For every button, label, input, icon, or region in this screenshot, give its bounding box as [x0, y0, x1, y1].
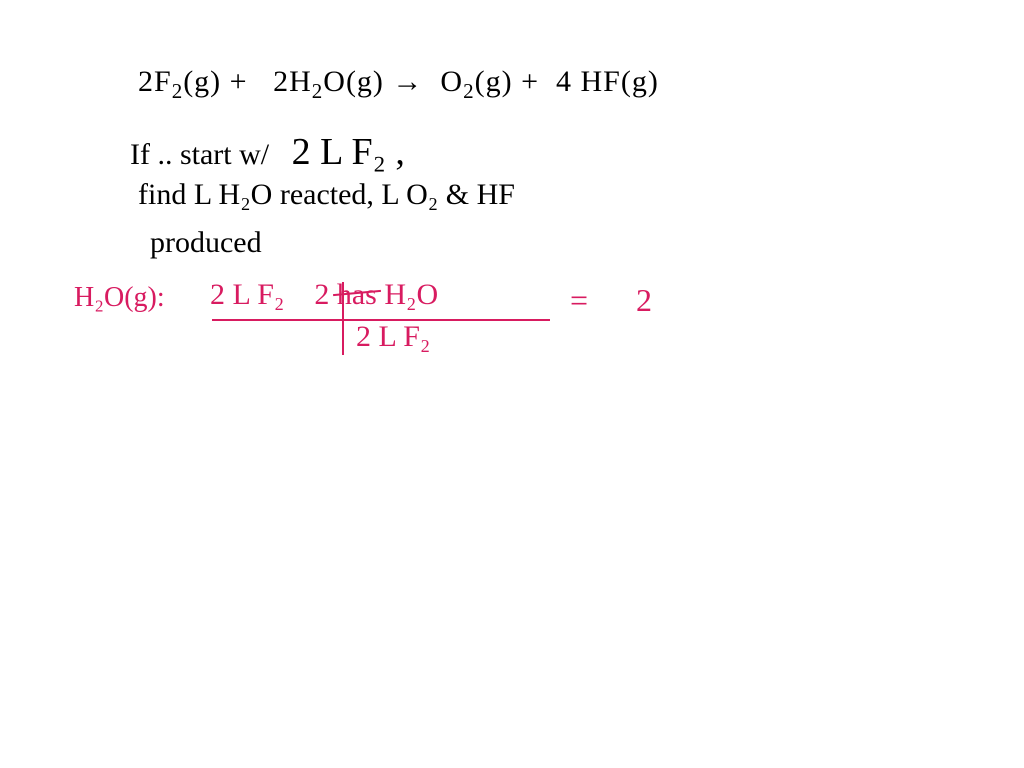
num-left: 2 L F₂: [210, 278, 284, 311]
q2b: 2 L F₂ ,: [292, 131, 405, 173]
equation-line: 2F2(g) + 2H2O(g) → O2(g) + 4 HF(g): [138, 65, 659, 104]
p1-sub: 2: [463, 79, 475, 103]
arrow: →: [392, 65, 432, 98]
work-numerator: 2 L F₂ 2 has H₂O: [210, 278, 438, 312]
num-right2: H₂O: [377, 278, 438, 311]
p1-state: (g): [475, 65, 513, 98]
question-line-2: If .. start w/ 2 L F₂ ,: [130, 130, 405, 174]
r2b: O: [323, 65, 346, 98]
r1: F: [154, 65, 172, 98]
q4: produced: [150, 226, 262, 259]
r1-sub: 2: [172, 79, 184, 103]
work-denominator: 2 L F₂: [356, 320, 430, 354]
r2a: H: [289, 65, 312, 98]
question-line-4: produced: [150, 226, 262, 260]
fraction-bar: [212, 319, 550, 321]
p1: O: [440, 65, 463, 98]
question-line-3: find L H₂O reacted, L O₂ & HF: [138, 178, 515, 212]
plus1: +: [230, 65, 256, 98]
denom: 2 L F₂: [356, 320, 430, 353]
r1-state: (g): [183, 65, 221, 98]
work-label-text: H₂O(g):: [74, 282, 165, 313]
q3: find L H₂O reacted, L O₂ & HF: [138, 178, 515, 211]
r2-sub: 2: [312, 79, 324, 103]
p2-coef: 4: [556, 65, 572, 98]
eq: =: [570, 282, 608, 318]
plus2: +: [521, 65, 547, 98]
work-result: = 2: [570, 282, 658, 319]
r2-coef: 2: [273, 65, 289, 98]
q2a: If .. start w/: [130, 138, 269, 171]
p2: HF: [572, 65, 621, 98]
work-label: H₂O(g):: [74, 282, 165, 314]
r2-state: (g): [346, 65, 384, 98]
vertical-bar: [342, 282, 344, 355]
res: 2: [636, 282, 658, 318]
p2-state: (g): [621, 65, 659, 98]
r1-coef: 2: [138, 65, 154, 98]
